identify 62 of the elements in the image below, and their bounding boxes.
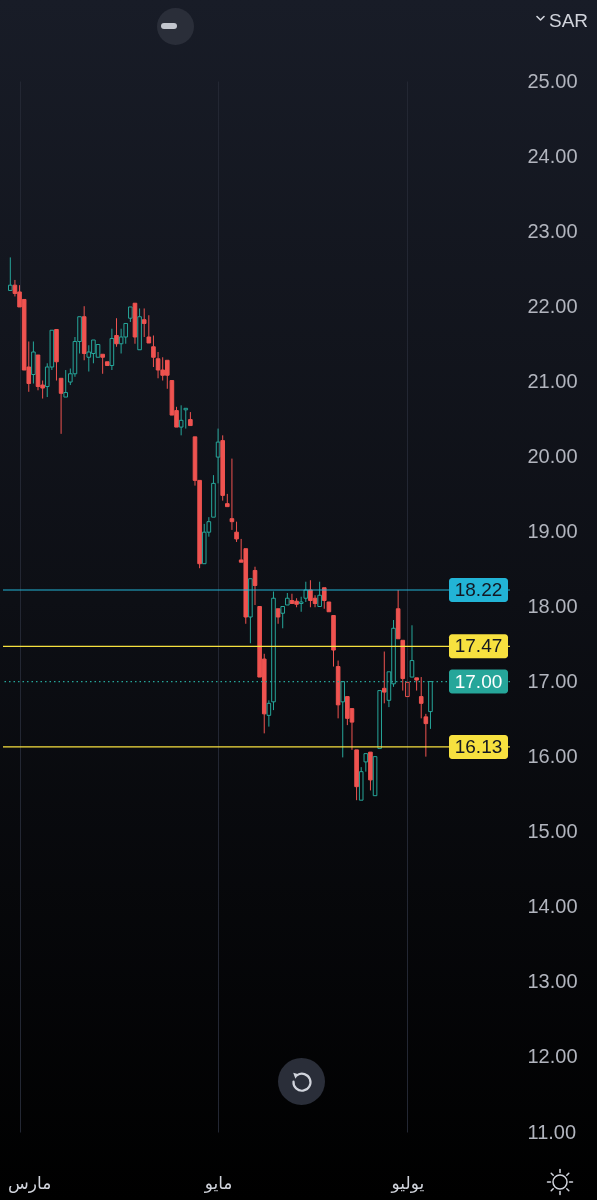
candlestick [146, 314, 152, 344]
y-tick-label: 19.00 [527, 519, 578, 542]
y-tick-label: 22.00 [527, 294, 578, 317]
candlestick [335, 660, 341, 719]
candlestick [289, 593, 295, 604]
y-axis-title: SAR [548, 9, 589, 31]
candlestick [58, 377, 64, 435]
candlestick [114, 317, 119, 348]
y-tick-label: 17.00 [527, 670, 578, 693]
candlestick [215, 428, 221, 484]
candlestick [188, 411, 193, 427]
candlestick [414, 677, 419, 692]
candlestick [345, 696, 350, 726]
candlestick [234, 521, 239, 543]
candlestick [123, 322, 129, 345]
y-tick-label: 20.00 [527, 444, 578, 467]
candlestick [275, 608, 281, 625]
candlestick [308, 579, 313, 608]
candlestick [248, 578, 253, 644]
y-tick-label: 16.00 [527, 745, 578, 768]
ref-line-label: 17.00 [454, 670, 503, 692]
candlestick [100, 353, 105, 375]
candlestick [220, 434, 225, 502]
candlestick [368, 751, 373, 791]
y-tick-label: 14.00 [527, 895, 578, 918]
candlestick [377, 690, 382, 749]
candlestick [178, 404, 184, 436]
ref-line-label: 18.22 [454, 578, 503, 600]
x-tick-label: مايو [203, 1172, 233, 1193]
y-tick-label: 11.00 [527, 1120, 577, 1143]
y-tick-label: 23.00 [527, 219, 578, 242]
candlestick [63, 369, 69, 398]
candlestick [405, 681, 410, 698]
candlestick [381, 651, 387, 704]
candlestick [104, 361, 110, 367]
candlestick [31, 341, 36, 385]
candlestick [151, 334, 156, 368]
candlestick [211, 474, 216, 518]
candlestick [285, 592, 290, 606]
candlestick [372, 756, 378, 797]
candlestick [294, 597, 299, 608]
y-tick-label: 18.00 [527, 595, 578, 617]
x-tick-label: مارس [8, 1172, 52, 1193]
candlestick [409, 624, 415, 678]
candlestick [109, 328, 115, 371]
y-tick-label: 12.00 [527, 1045, 578, 1068]
x-tick-label: يوليو [390, 1172, 425, 1193]
y-tick-label: 21.00 [527, 369, 578, 392]
candlestick [54, 328, 59, 382]
candlestick [280, 606, 286, 629]
y-tick-label: 24.00 [527, 144, 578, 167]
candlestick [128, 306, 133, 323]
candlestick [183, 407, 189, 430]
candlestick [137, 307, 142, 351]
y-tick-label: 13.00 [527, 970, 578, 993]
candlestick [229, 458, 235, 531]
ref-line-label: 16.13 [454, 735, 503, 757]
candlestick [331, 615, 336, 668]
y-tick-label: 15.00 [527, 820, 578, 843]
ref-line-label: 17.47 [454, 635, 503, 657]
y-tick-label: 25.00 [527, 69, 578, 92]
candlestick [201, 523, 207, 565]
